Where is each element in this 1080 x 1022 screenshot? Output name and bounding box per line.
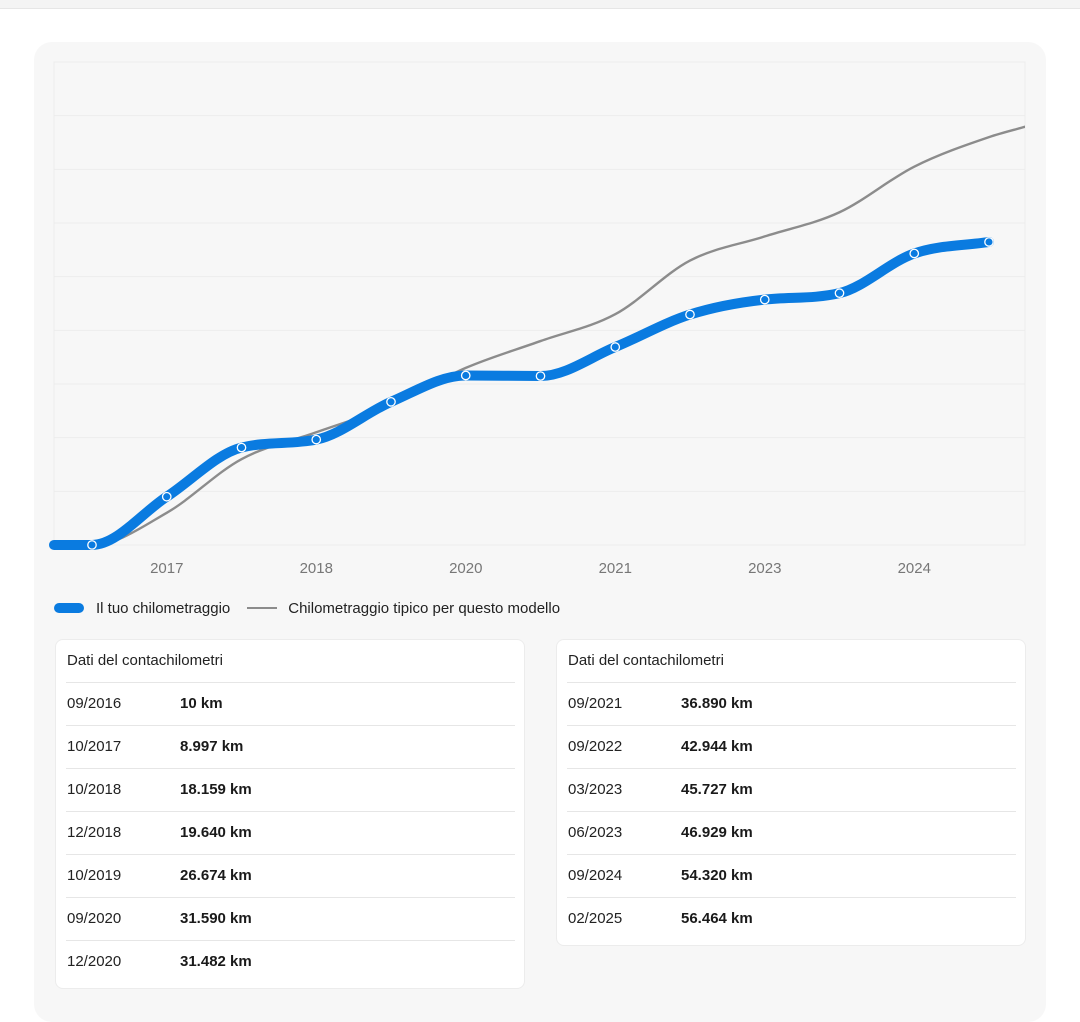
data-point (685, 309, 695, 320)
table-row: 06/2023 46.929 km (567, 811, 1016, 854)
x-tick-label: 2024 (898, 560, 931, 577)
table-row: 02/2025 56.464 km (567, 897, 1016, 940)
table-row: 10/2019 26.674 km (66, 854, 515, 897)
row-km: 31.482 km (180, 953, 252, 970)
data-point (87, 540, 97, 550)
data-point (984, 237, 994, 247)
x-tick-label: 2018 (300, 560, 333, 577)
row-km: 45.727 km (681, 781, 753, 798)
table-row: 09/2016 10 km (66, 682, 515, 725)
row-date: 09/2016 (67, 695, 122, 712)
data-point (759, 294, 770, 305)
row-date: 12/2018 (67, 824, 122, 841)
data-point (610, 342, 621, 352)
legend-label-your-mileage: Il tuo chilometraggio (96, 599, 231, 617)
table-row: 09/2021 36.890 km (567, 682, 1016, 725)
row-date: 12/2020 (67, 953, 122, 970)
table-row: 10/2018 18.159 km (66, 768, 515, 811)
table-row: 09/2020 31.590 km (66, 897, 515, 940)
legend-label-typical-mileage: Chilometraggio tipico per questo modello (288, 599, 561, 617)
row-km: 8.997 km (180, 738, 244, 755)
row-km: 54.320 km (681, 867, 753, 884)
row-km: 42.944 km (681, 738, 753, 755)
table-rows: 09/2021 36.890 km 09/2022 42.944 km 03/2023 4… (567, 682, 1016, 940)
legend-swatch-your-mileage (54, 603, 84, 613)
row-date: 09/2021 (568, 695, 623, 712)
table-title: Dati del contachilometri (568, 652, 724, 669)
row-date: 10/2019 (67, 867, 122, 884)
row-km: 56.464 km (681, 910, 753, 927)
x-tick-label: 2023 (748, 560, 781, 577)
table-row: 10/2017 8.997 km (66, 725, 515, 768)
row-km: 31.590 km (180, 910, 252, 927)
x-tick-label: 2021 (599, 560, 632, 577)
row-date: 02/2025 (568, 910, 623, 927)
odometer-table-right: Dati del contachilometri 09/2021 36.890 k… (556, 639, 1026, 946)
data-point (535, 371, 546, 381)
row-date: 10/2018 (67, 781, 122, 798)
x-tick-label: 2020 (449, 560, 482, 577)
table-rows: 09/2016 10 km 10/2017 8.997 km 10/2018 18.159… (66, 682, 515, 983)
data-point (236, 442, 247, 453)
row-km: 36.890 km (681, 695, 753, 712)
table-row: 12/2018 19.640 km (66, 811, 515, 854)
legend-swatch-typical-mileage (247, 607, 278, 609)
table-title: Dati del contachilometri (67, 652, 223, 669)
row-date: 09/2024 (568, 867, 623, 884)
row-date: 09/2022 (568, 738, 623, 755)
mileage-chart: 2017 2018 2020 2021 2023 2024 (49, 61, 1026, 577)
data-point (311, 434, 322, 445)
row-km: 19.640 km (180, 824, 252, 841)
table-row: 09/2022 42.944 km (567, 725, 1016, 768)
series-line-your-mileage (49, 236, 994, 550)
data-point (161, 491, 172, 502)
chart-legend: Il tuo chilometraggio Chilometraggio tip… (54, 597, 560, 619)
row-km: 46.929 km (681, 824, 753, 841)
x-tick-label: 2017 (150, 560, 183, 577)
data-point (460, 370, 471, 381)
top-bar (0, 0, 1080, 9)
row-km: 26.674 km (180, 867, 252, 884)
row-date: 03/2023 (568, 781, 623, 798)
table-row: 09/2024 54.320 km (567, 854, 1016, 897)
table-row: 03/2023 45.727 km (567, 768, 1016, 811)
data-point (834, 288, 845, 298)
table-row: 12/2020 31.482 km (66, 940, 515, 983)
row-date: 10/2017 (67, 738, 122, 755)
series-line-typical-mileage (54, 125, 1025, 547)
data-point (386, 396, 396, 407)
data-point (909, 248, 920, 259)
row-km: 18.159 km (180, 781, 252, 798)
row-date: 09/2020 (67, 910, 122, 927)
row-date: 06/2023 (568, 824, 623, 841)
row-km: 10 km (180, 695, 223, 712)
odometer-table-left: Dati del contachilometri 09/2016 10 km 10/… (55, 639, 525, 989)
